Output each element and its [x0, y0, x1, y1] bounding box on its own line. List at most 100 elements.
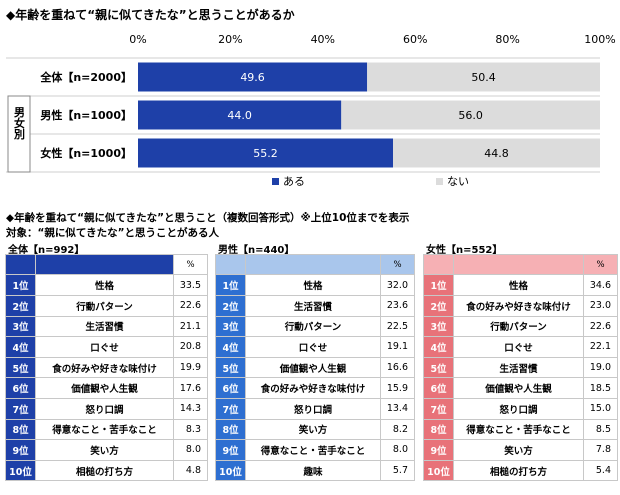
table-row: 4位 口ぐせ 20.8 [5, 336, 208, 358]
percent-cell: 34.6 [583, 274, 618, 296]
item-cell: 生活習慣 [453, 356, 584, 379]
table-row: 7位 怒り口調 13.4 [215, 397, 415, 420]
table-row: 3位 生活習慣 21.1 [5, 315, 208, 338]
header-rank-cell [5, 253, 36, 276]
percent-cell: 18.5 [583, 377, 618, 399]
table-row: 4位 口ぐせ 22.1 [423, 336, 618, 358]
percent-cell: 22.6 [583, 315, 618, 338]
table-row: 9位 笑い方 7.8 [423, 439, 618, 461]
rank-cell: 2位 [423, 294, 454, 317]
data-label: 49.6 [240, 71, 265, 84]
table-row: 4位 口ぐせ 19.1 [215, 336, 415, 358]
table-label-male: 男性【n=440】 [218, 245, 295, 256]
category-label: 男性【n=1000】 [40, 108, 132, 122]
percent-cell: 16.6 [380, 356, 415, 379]
percent-cell: 8.5 [583, 418, 618, 441]
percent-cell: 33.5 [173, 274, 208, 296]
bar-segment [367, 62, 600, 92]
item-cell: 性格 [453, 274, 584, 296]
rank-cell: 9位 [5, 439, 36, 461]
header-rank-cell [423, 253, 454, 276]
table-row: 10位 相槌の打ち方 5.4 [423, 459, 618, 482]
item-cell: 行動パターン [35, 294, 174, 317]
item-cell: 相槌の打ち方 [35, 459, 174, 482]
item-cell: 性格 [245, 274, 381, 296]
bar-segment [393, 138, 600, 168]
rank-cell: 5位 [423, 356, 454, 379]
percent-cell: 8.0 [380, 439, 415, 461]
rank-cell: 3位 [423, 315, 454, 338]
item-cell: 怒り口調 [35, 397, 174, 420]
item-cell: 食の好みや好きな味付け [35, 356, 174, 379]
bar-segment [138, 100, 342, 130]
x-tick-label: 60% [403, 33, 427, 46]
item-cell: 相槌の打ち方 [453, 459, 584, 482]
rank-cell: 6位 [423, 377, 454, 399]
header-percent-cell: % [380, 253, 415, 276]
header-percent-cell: % [583, 253, 618, 276]
percent-cell: 23.0 [583, 294, 618, 317]
rank-cell: 6位 [215, 377, 246, 399]
percent-cell: 22.6 [173, 294, 208, 317]
rank-cell: 5位 [215, 356, 246, 379]
data-label: 44.0 [227, 109, 252, 122]
percent-cell: 19.9 [173, 356, 208, 379]
chart-title: ◆年齢を重ねて“親に似てきたな”と思うことがあるか [6, 8, 295, 22]
table-label-female: 女性【n=552】 [426, 245, 503, 256]
header-percent-cell: % [173, 253, 208, 276]
item-cell: 趣味 [245, 459, 381, 482]
rank-cell: 5位 [5, 356, 36, 379]
table-row: 8位 得意なこと・苦手なこと 8.5 [423, 418, 618, 441]
table-row: 6位 価値観や人生観 17.6 [5, 377, 208, 399]
item-cell: 得意なこと・苦手なこと [245, 439, 381, 461]
bar-segment [138, 138, 394, 168]
percent-cell: 14.3 [173, 397, 208, 420]
table-row: 2位 行動パターン 22.6 [5, 294, 208, 317]
item-cell: 価値観や人生観 [35, 377, 174, 399]
item-cell: 怒り口調 [245, 397, 381, 420]
rank-cell: 10位 [215, 459, 246, 482]
ranking-subtitle: 対象：“親に似てきたな”と思うことがある人 [6, 227, 219, 239]
item-cell: 価値観や人生観 [453, 377, 584, 399]
item-cell: 笑い方 [35, 439, 174, 461]
data-label: 44.8 [484, 147, 509, 160]
rank-cell: 1位 [423, 274, 454, 296]
table-row: 6位 価値観や人生観 18.5 [423, 377, 618, 399]
percent-cell: 23.6 [380, 294, 415, 317]
table-row: 10位 相槌の打ち方 4.8 [5, 459, 208, 482]
rank-cell: 8位 [423, 418, 454, 441]
percent-cell: 19.1 [380, 336, 415, 358]
rank-cell: 2位 [215, 294, 246, 317]
rank-cell: 7位 [215, 397, 246, 420]
group-label: 男女別 [13, 106, 27, 140]
table-row: 1位 性格 34.6 [423, 274, 618, 296]
item-cell: 口ぐせ [245, 336, 381, 358]
table-row: 2位 食の好みや好きな味付け 23.0 [423, 294, 618, 317]
percent-cell: 22.1 [583, 336, 618, 358]
rank-cell: 3位 [5, 315, 36, 338]
ranking-table-male: % 1位 性格 32.0 2位 生活習慣 23.6 3位 行動パターン 22.5 4位 口ぐせ 19.1… [215, 253, 415, 482]
percent-cell: 8.3 [173, 418, 208, 441]
table-row: 1位 性格 32.0 [215, 274, 415, 296]
rank-cell: 9位 [215, 439, 246, 461]
percent-cell: 20.8 [173, 336, 208, 358]
item-cell: 得意なこと・苦手なこと [453, 418, 584, 441]
table-row: 3位 行動パターン 22.6 [423, 315, 618, 338]
item-cell: 行動パターン [245, 315, 381, 338]
category-label: 全体【n=2000】 [39, 70, 132, 84]
percent-cell: 22.5 [380, 315, 415, 338]
rank-cell: 4位 [215, 336, 246, 358]
percent-cell: 19.0 [583, 356, 618, 379]
table-row: 3位 行動パターン 22.5 [215, 315, 415, 338]
bar-segment [138, 62, 368, 92]
stacked-bar-chart: 0% 20% 40% 60% 80% 100% 男女別 全体【n=2000】 49.6 50.4 男… [6, 33, 616, 188]
group-box [7, 95, 31, 173]
ranking-title: ◆年齢を重ねて“親に似てきたな”と思うこと（複数回答形式）※上位10位までを表示 [6, 212, 410, 224]
table-row: 7位 怒り口調 15.0 [423, 397, 618, 420]
rank-cell: 9位 [423, 439, 454, 461]
rank-cell: 10位 [423, 459, 454, 482]
table-row: 8位 笑い方 8.2 [215, 418, 415, 441]
table-row: 9位 笑い方 8.0 [5, 439, 208, 461]
percent-cell: 4.8 [173, 459, 208, 482]
x-tick-label: 20% [218, 33, 242, 46]
